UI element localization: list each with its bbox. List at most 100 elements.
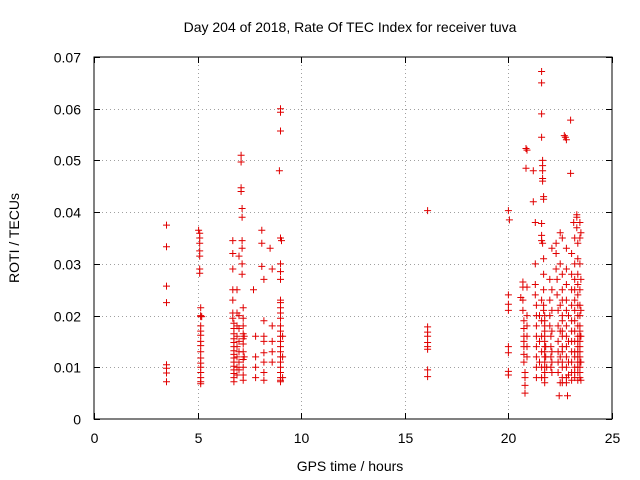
y-tick-label: 0.04 [54, 205, 81, 221]
data-point-marker [577, 229, 585, 237]
data-point-marker [424, 373, 432, 381]
data-point-marker [229, 237, 237, 245]
data-point-marker [532, 343, 540, 351]
axis-ticks [94, 57, 613, 420]
data-point-marker [568, 358, 576, 366]
data-point-marker [424, 366, 432, 374]
data-point-marker [570, 219, 578, 226]
data-point-marker [540, 286, 548, 294]
data-point-marker [239, 314, 247, 322]
data-point-marker [574, 255, 582, 263]
data-point-marker [565, 312, 572, 320]
data-point-marker [540, 255, 548, 263]
data-point-marker [277, 314, 284, 322]
data-point-marker [504, 300, 512, 308]
data-point-marker [235, 358, 243, 366]
data-point-marker [197, 380, 205, 388]
data-point-marker [277, 127, 284, 135]
data-point-marker [238, 244, 246, 252]
y-axis-label: ROTI / TECUs [6, 193, 22, 283]
data-point-marker [233, 286, 241, 294]
data-point-marker [548, 244, 556, 252]
data-point-marker [548, 286, 556, 294]
data-point-marker [504, 291, 512, 299]
data-point-marker [564, 392, 571, 400]
data-point-marker [576, 301, 584, 309]
data-point-marker [239, 376, 247, 384]
data-point-marker [424, 207, 432, 215]
data-point-marker [577, 332, 585, 340]
data-point-marker [277, 275, 284, 283]
data-point-marker [163, 299, 170, 307]
data-point-marker [562, 244, 570, 252]
data-point-marker [260, 317, 268, 325]
data-point-marker [538, 332, 546, 340]
data-point-marker [235, 312, 243, 320]
data-point-marker [522, 164, 530, 172]
y-tick-label: 0 [73, 412, 81, 428]
data-point-marker [547, 343, 555, 351]
data-point-marker [538, 374, 546, 382]
data-point-marker [571, 275, 579, 283]
data-point-marker [277, 268, 284, 276]
data-point-marker [521, 374, 529, 382]
data-point-marker [268, 322, 276, 330]
data-point-marker [562, 322, 570, 330]
data-point-marker [538, 220, 546, 227]
data-point-marker [546, 296, 554, 304]
data-point-marker [548, 348, 556, 356]
data-point-marker [532, 322, 540, 330]
data-point-marker [163, 221, 170, 229]
data-point-marker [548, 327, 556, 335]
y-tick-label: 0.03 [54, 257, 81, 273]
data-point-marker [529, 167, 537, 175]
data-point-marker [558, 286, 566, 294]
data-point-marker [279, 374, 287, 382]
data-point-marker [238, 213, 246, 221]
data-point-marker [250, 286, 257, 294]
data-point-marker [275, 167, 283, 175]
data-point-marker [239, 363, 247, 371]
data-point-marker [268, 337, 276, 345]
data-point-marker [258, 262, 266, 270]
data-point-marker [547, 332, 555, 340]
data-point-marker [523, 322, 531, 330]
data-point-marker [252, 363, 260, 371]
data-point-marker [520, 317, 528, 325]
data-point-marker [556, 353, 564, 361]
data-point-marker [266, 244, 274, 252]
data-point-marker [539, 177, 547, 185]
data-point-marker [229, 314, 237, 322]
data-point-marker [536, 312, 543, 320]
data-point-marker [536, 337, 543, 345]
data-point-marker [268, 348, 276, 356]
y-tick-label: 0.01 [54, 360, 81, 376]
chart-title: Day 204 of 2018, Rate Of TEC Index for r… [184, 19, 517, 35]
data-point-marker [277, 378, 284, 386]
data-point-marker [520, 358, 528, 366]
data-point-marker [260, 349, 268, 357]
data-point-marker [538, 296, 546, 304]
data-point-marker [556, 229, 564, 237]
data-point-marker [163, 378, 170, 386]
data-point-marker [571, 296, 579, 304]
data-point-marker [268, 265, 276, 273]
data-point-marker [424, 345, 432, 353]
data-point-marker [196, 269, 204, 277]
data-point-marker [424, 332, 432, 340]
x-tick-label: 5 [195, 430, 203, 446]
data-point-marker [532, 353, 540, 361]
data-point-marker [552, 250, 560, 257]
data-point-marker [239, 304, 247, 312]
data-point-marker [574, 281, 582, 288]
data-point-marker [233, 343, 241, 351]
data-point-marker [235, 337, 243, 345]
data-point-marker [546, 312, 554, 320]
data-point-marker [574, 270, 582, 278]
data-point-marker [574, 291, 582, 299]
data-point-marker [562, 353, 570, 361]
data-point-marker [252, 332, 260, 340]
data-point-marker [529, 198, 537, 206]
data-point-marker [539, 167, 547, 175]
data-point-marker [237, 158, 245, 166]
